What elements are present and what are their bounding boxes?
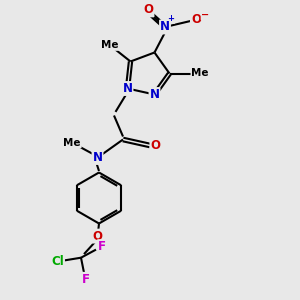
- Text: Me: Me: [191, 68, 209, 79]
- Text: O: O: [143, 3, 154, 16]
- Text: Cl: Cl: [51, 255, 64, 268]
- Text: F: F: [98, 240, 106, 253]
- Text: N: N: [149, 88, 160, 101]
- Text: O: O: [92, 230, 103, 243]
- Text: F: F: [82, 273, 89, 286]
- Text: Me: Me: [63, 137, 81, 148]
- Text: N: N: [122, 82, 133, 95]
- Text: O: O: [150, 139, 161, 152]
- Text: N: N: [92, 151, 103, 164]
- Text: −: −: [201, 9, 210, 20]
- Text: Me: Me: [101, 40, 118, 50]
- Text: N: N: [160, 20, 170, 34]
- Text: O: O: [191, 13, 201, 26]
- Text: +: +: [167, 14, 175, 23]
